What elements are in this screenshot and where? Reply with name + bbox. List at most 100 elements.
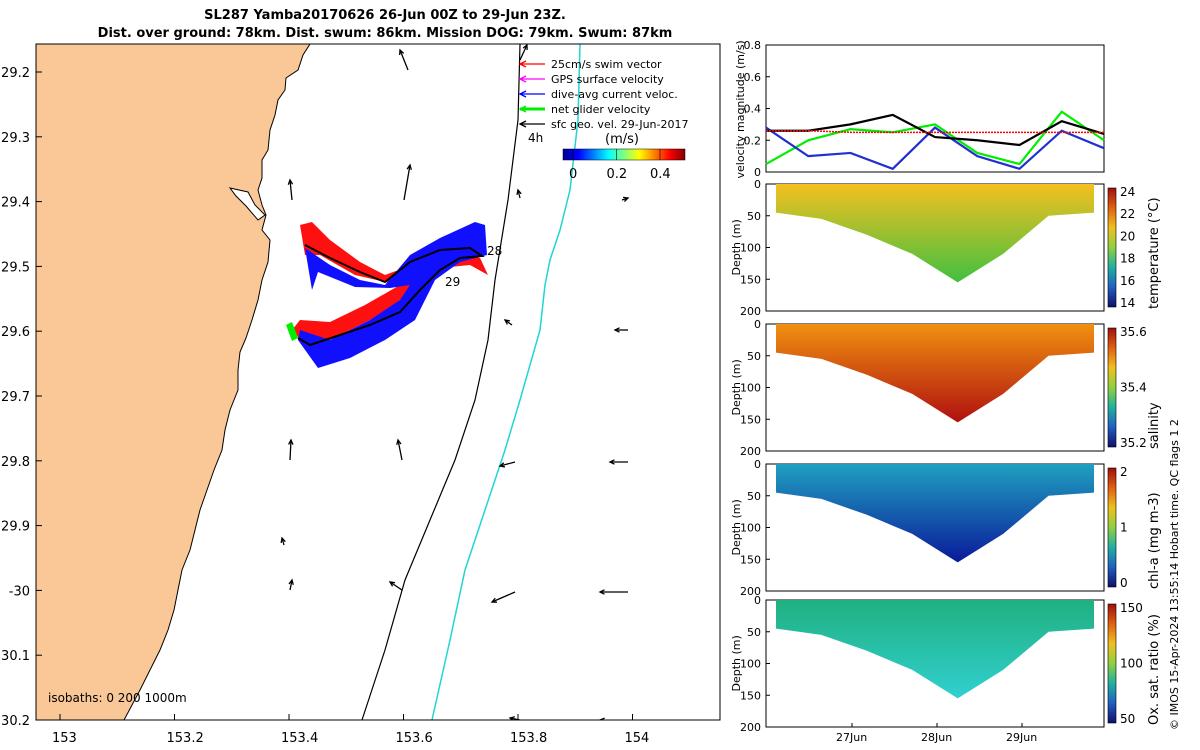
legend-arrowhead	[518, 90, 527, 98]
map-y-tick-label: 29.9	[1, 520, 30, 535]
velocity-y-tick-label: 0.2	[744, 134, 762, 147]
legend-arrowhead	[518, 60, 527, 68]
map-y-tick-label: 30.1	[1, 649, 30, 664]
colorbar-axis-label: Ox. sat. ratio (%)	[1147, 614, 1162, 725]
map-y-tick-label: 29.3	[1, 131, 30, 146]
chart-subtitle: Dist. over ground: 78km. Dist. swum: 86k…	[97, 26, 673, 41]
velocity-plot-frame	[765, 44, 1105, 173]
velocity-y-axis-label: velocity magnitude (m/s)	[734, 40, 747, 178]
depth-tick-label: 100	[740, 242, 761, 255]
colorbar-tick-label: 1	[1120, 521, 1128, 535]
colorbar-tick-label: 0	[569, 167, 577, 182]
geo-vector-arrowhead	[613, 327, 620, 333]
depth-tick-label: 200	[740, 305, 761, 318]
geo-vector-arrowhead	[622, 196, 630, 202]
colorbar-tick-label: 50	[1120, 712, 1135, 726]
depth-axis-label: Depth (m)	[730, 635, 743, 691]
depth-axis-label: Depth (m)	[730, 499, 743, 555]
legend-arrowhead	[518, 75, 527, 83]
profile-section-fill	[776, 184, 1094, 283]
coastline-land	[36, 44, 311, 720]
depth-tick-label: 150	[740, 689, 761, 702]
colorbar-tick-label: 0.4	[650, 167, 671, 182]
depth-tick-label: 100	[740, 522, 761, 535]
map-y-tick-label: 29.5	[1, 260, 30, 275]
colorbar-tick-label: 0	[1120, 576, 1128, 590]
depth-axis-label: Depth (m)	[730, 219, 743, 275]
geo-vector-arrow	[289, 439, 292, 461]
geo-vector-arrowhead	[406, 163, 413, 170]
map-y-tick-label: 29.8	[1, 455, 30, 470]
geo-vector-arrowhead	[287, 178, 294, 185]
map-x-tick-label: 153.2	[167, 731, 204, 746]
depth-tick-label: 200	[740, 721, 761, 734]
depth-tick-label: 50	[747, 210, 761, 223]
map-y-tick-label: 29.7	[1, 390, 30, 405]
geo-vector-arrowhead	[399, 48, 405, 56]
colorbar-tick-label: 150	[1120, 601, 1143, 615]
profile-colorbar	[1107, 603, 1117, 724]
legend-label: GPS surface velocity	[551, 73, 664, 86]
river-inlet	[228, 187, 266, 221]
colorbar-tick-label: 16	[1120, 274, 1135, 288]
geo-vector-arrowhead	[516, 188, 522, 196]
colorbar-tick-label: 14	[1120, 296, 1135, 310]
geo-vector-arrowhead	[490, 597, 498, 603]
credit-text: © IMOS 15-Apr-2024 13:55:14 Hobart time.…	[1168, 419, 1181, 730]
date-tick-label: 28Jun	[921, 731, 952, 744]
vector-scale-label: 4h	[528, 131, 543, 145]
legend-arrowhead	[518, 120, 527, 128]
geo-vector-arrowhead	[396, 438, 402, 446]
legend-label: net glider velocity	[551, 103, 651, 116]
isobath-200m	[361, 44, 521, 720]
geo-vector-arrowhead	[503, 319, 511, 325]
depth-tick-label: 150	[740, 273, 761, 286]
map-y-tick-label: -30	[9, 584, 30, 599]
legend-label: sfc geo. vel. 29-Jun-2017	[551, 118, 688, 131]
depth-tick-label: 200	[740, 445, 761, 458]
depth-tick-label: 150	[740, 413, 761, 426]
profile-section-fill	[776, 464, 1094, 563]
colorbar-axis-label: salinity	[1147, 402, 1162, 449]
colorbar-axis-label: chl-a (mg m-3)	[1147, 492, 1162, 589]
geo-vector-arrow	[399, 49, 409, 71]
date-tick-label: 29Jun	[1006, 731, 1037, 744]
day-label-29: 29	[445, 275, 460, 289]
track-red-band	[292, 222, 488, 345]
map-x-tick-label: 153.6	[396, 731, 433, 746]
colorbar-tick-label: 35.2	[1120, 436, 1147, 450]
geo-vector-arrowhead	[522, 44, 528, 51]
map-y-tick-label: 29.2	[1, 66, 30, 81]
net-velocity-marker	[286, 322, 298, 341]
day-label-28: 28	[487, 244, 502, 258]
velocity-y-tick-label: 0.4	[744, 103, 762, 116]
depth-tick-label: 100	[740, 382, 761, 395]
depth-tick-label: 150	[740, 553, 761, 566]
geo-vector-arrowhead	[498, 462, 506, 468]
velocity-series-line	[766, 113, 1105, 147]
isobath-1000m	[431, 44, 581, 720]
geo-vector-arrow	[389, 581, 403, 591]
profile-section-fill	[776, 324, 1094, 423]
velocity-y-tick-label: 0.6	[744, 71, 762, 84]
legend-arrowhead	[518, 105, 527, 113]
colorbar-tick-label: 35.6	[1120, 325, 1147, 339]
geo-vector-arrow	[397, 439, 403, 461]
profile-colorbar	[1107, 467, 1117, 588]
depth-axis-label: Depth (m)	[730, 359, 743, 415]
colorbar-tick-label: 2	[1120, 465, 1128, 479]
chart-title: SL287 Yamba20170626 26-Jun 00Z to 29-Jun…	[204, 8, 566, 23]
geo-vector-arrowhead	[598, 717, 605, 720]
geo-vector-arrow	[289, 179, 293, 201]
depth-tick-label: 200	[740, 585, 761, 598]
velocity-y-tick-label: 0	[754, 166, 761, 179]
geo-vector-arrowhead	[598, 589, 605, 595]
isobaths-label: isobaths: 0 200 1000m	[48, 691, 187, 705]
profile-section-fill	[776, 600, 1094, 699]
map-x-tick-label: 154	[625, 731, 650, 746]
map-y-tick-label: 30.2	[1, 714, 30, 729]
legend-label: 25cm/s swim vector	[551, 58, 662, 71]
depth-tick-label: 50	[747, 350, 761, 363]
